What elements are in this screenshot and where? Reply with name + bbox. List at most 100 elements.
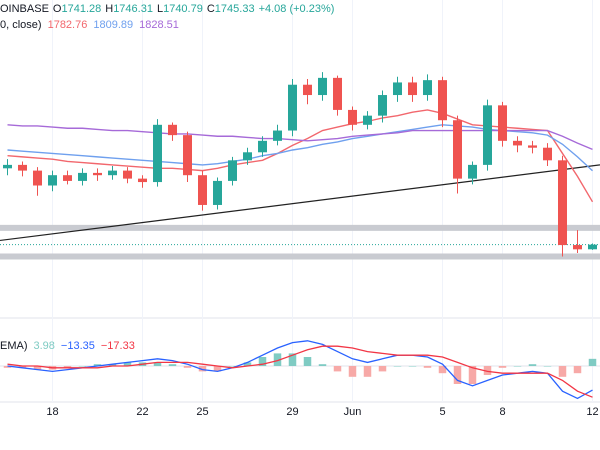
candle	[438, 76, 447, 128]
legend-item: EMA)	[0, 340, 28, 352]
candle	[543, 143, 552, 167]
candle-body	[288, 84, 297, 131]
candle	[258, 136, 267, 157]
legend-item: 1745.33	[215, 3, 255, 15]
candle	[168, 122, 177, 141]
legend-row: OINBASE O1741.28 H1746.31 L1740.79 C1745.33 +…	[0, 3, 334, 15]
candle	[468, 161, 477, 185]
macd-histogram-bar	[213, 366, 222, 372]
candle	[393, 76, 402, 102]
legend-item: H	[105, 3, 113, 15]
legend-item: −17.33	[101, 340, 135, 352]
candle	[348, 106, 357, 131]
legend-item: +4.08 (+0.23%)	[259, 3, 335, 15]
candle-body	[498, 105, 507, 141]
candle-body	[573, 245, 582, 250]
moving-average	[7, 124, 593, 151]
candle-body	[18, 164, 27, 171]
candle	[558, 155, 567, 257]
candle	[138, 175, 147, 188]
candle	[453, 115, 462, 194]
candle-body	[408, 82, 417, 96]
candle	[318, 72, 327, 101]
macd-histogram-bar	[153, 362, 162, 366]
level-band	[0, 253, 600, 260]
moving-average	[7, 109, 594, 203]
macd-histogram-bar	[18, 366, 27, 368]
macd-histogram-bar	[93, 364, 102, 366]
candle-body	[303, 84, 312, 96]
macd-histogram-bar	[228, 366, 237, 367]
macd-histogram-bar	[528, 364, 537, 366]
candle	[333, 75, 342, 116]
candle-body	[423, 80, 432, 96]
candle-body	[513, 140, 522, 146]
candle	[483, 99, 492, 171]
candle	[408, 76, 417, 102]
candle	[498, 101, 507, 147]
x-tick-label: 22	[136, 406, 148, 418]
candle	[93, 168, 102, 181]
macd-histogram-bar	[513, 366, 522, 367]
candle-body	[168, 124, 177, 136]
candle-body	[3, 164, 12, 169]
x-tick-label: Jun	[344, 406, 362, 418]
legend-item: 1809.89	[93, 19, 133, 31]
candle	[228, 156, 237, 186]
legend-item: −13.35	[61, 340, 95, 352]
macd-histogram-bar	[78, 366, 87, 367]
candle	[303, 79, 312, 105]
macd-histogram-bar	[168, 364, 177, 366]
candle-body	[588, 244, 597, 250]
candle	[573, 230, 582, 254]
candle	[363, 111, 372, 130]
candle	[18, 161, 27, 177]
macd-histogram-bar	[408, 366, 417, 367]
legend-item: 1740.79	[163, 3, 203, 15]
candle-body	[273, 130, 282, 141]
macd-histogram-bar	[483, 366, 492, 375]
macd-histogram-bar	[123, 362, 132, 366]
macd-histogram-bar	[183, 366, 192, 368]
candle-body	[483, 105, 492, 165]
macd-histogram-bar	[318, 364, 327, 366]
candle-body	[468, 164, 477, 179]
candle-body	[183, 135, 192, 176]
macd-histogram-bar	[468, 366, 477, 384]
candle-body	[453, 120, 462, 179]
candle	[423, 74, 432, 101]
candle	[63, 170, 72, 185]
candle	[243, 147, 252, 165]
trendline	[0, 164, 600, 242]
macd-histogram-bar	[573, 366, 582, 374]
candle-body	[78, 172, 87, 181]
macd-histogram-bar	[33, 366, 42, 370]
x-tick-label: 25	[196, 406, 208, 418]
macd-histogram-bar	[273, 353, 282, 366]
candle-body	[378, 95, 387, 116]
candle-body	[258, 140, 267, 153]
candle-body	[348, 109, 357, 125]
candle	[528, 140, 537, 154]
candle-body	[63, 175, 72, 181]
candle	[153, 119, 162, 187]
candle	[3, 159, 12, 176]
candle	[183, 131, 192, 183]
macd-histogram-bar	[393, 366, 402, 367]
candle	[588, 243, 597, 250]
candle	[48, 170, 57, 192]
candle	[213, 177, 222, 210]
legend-item: OINBASE	[0, 3, 49, 15]
macd-histogram-bar	[378, 366, 387, 372]
macd-histogram-bar	[3, 366, 12, 368]
candle-body	[138, 178, 147, 183]
macd-histogram-bar	[63, 366, 72, 368]
candle-body	[108, 170, 117, 176]
candle-body	[438, 80, 447, 121]
legend-item: 1741.28	[61, 3, 101, 15]
candle	[108, 166, 117, 180]
candle-body	[333, 77, 342, 110]
legend-row: 0, close) 1782.76 1809.89 1828.51	[0, 19, 179, 31]
x-tick-label: 8	[499, 406, 505, 418]
